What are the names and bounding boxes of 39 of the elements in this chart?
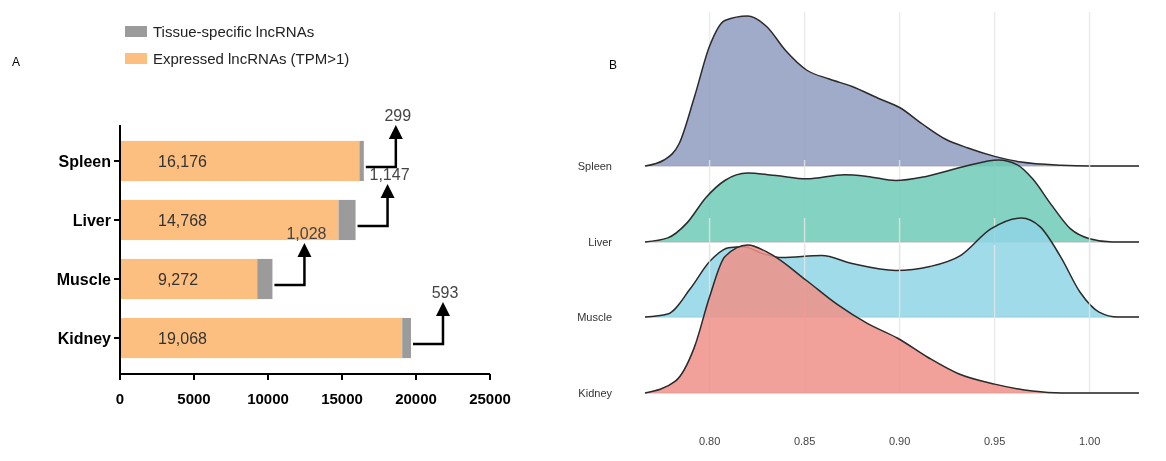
x-tick-label: 10000 (247, 390, 289, 407)
data-label: 593 (431, 283, 459, 301)
data-label: 9,272 (158, 271, 199, 289)
data-label: 1,147 (369, 165, 410, 183)
x-tick-label: 0.95 (983, 435, 1006, 447)
bar (120, 140, 360, 182)
data-label: 19,068 (158, 330, 208, 348)
data-label: 299 (384, 106, 412, 124)
bar (257, 258, 273, 300)
y-axis-title: Kidney (578, 387, 613, 399)
data-label: 1,028 (286, 224, 327, 242)
y-tick-label: Liver (72, 211, 111, 229)
x-tick-label: 25000 (469, 390, 511, 407)
bar (120, 258, 258, 300)
x-tick-label: 0.80 (698, 435, 721, 447)
y-axis-title: Muscle (577, 311, 612, 323)
x-tick-label: 5000 (177, 390, 211, 407)
y-tick-label: Muscle (56, 271, 112, 289)
y-axis-title: Liver (588, 236, 613, 248)
text: A (12, 55, 21, 69)
y-tick-label: Kidney (57, 330, 112, 348)
bar (120, 317, 403, 359)
x-tick-label: 0.85 (793, 435, 816, 447)
x-tick-label: 15000 (321, 390, 363, 407)
y-axis-title: Spleen (577, 160, 612, 172)
x-tick-label: 0 (115, 390, 125, 407)
bar (338, 199, 356, 241)
legend-label: Expressed lncRNAs (TPM>1) (153, 50, 350, 67)
x-tick-label: 20000 (395, 390, 437, 407)
y-tick-label: Spleen (58, 152, 111, 170)
bar (359, 140, 364, 182)
bar (120, 199, 339, 241)
x-tick-label: 0.90 (888, 435, 911, 447)
bar (402, 317, 411, 359)
data-label: 14,768 (158, 211, 208, 229)
text: B (609, 58, 618, 72)
legend-label: Tissue-specific lncRNAs (153, 23, 315, 40)
data-label: 16,176 (158, 152, 208, 170)
x-tick-label: 1.00 (1078, 435, 1101, 447)
